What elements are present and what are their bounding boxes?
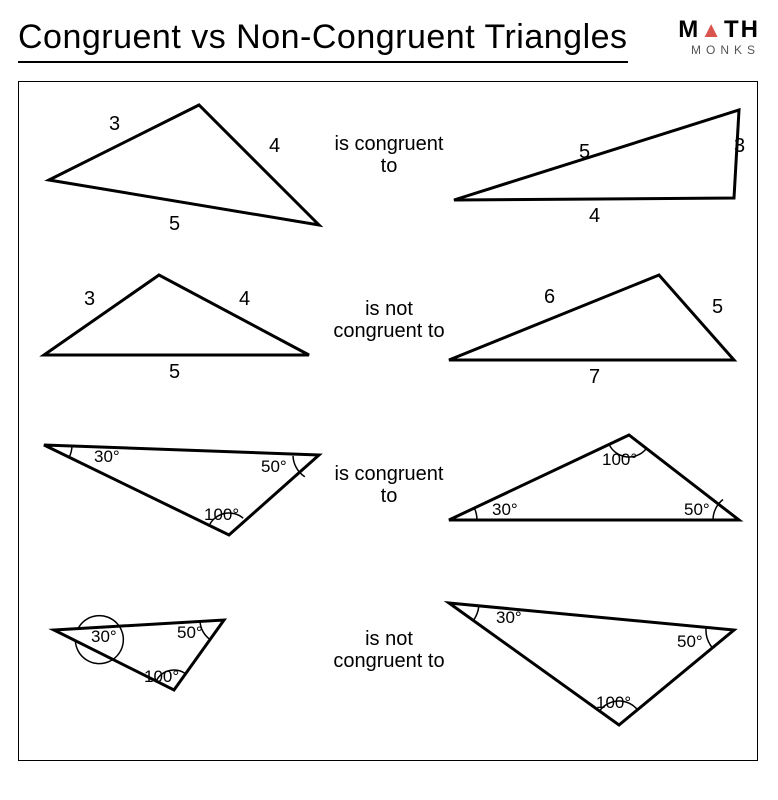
logo: M▲TH MONKS	[678, 18, 760, 56]
side-label: 5	[169, 361, 180, 383]
angle-label: 100°	[596, 693, 631, 712]
row-2: 30° 50° 100° 30° 100° 50° is congruentto	[44, 435, 739, 535]
logo-text-th: TH	[724, 16, 760, 43]
side-label: 5	[579, 141, 590, 163]
relation-label: congruent to	[333, 650, 444, 672]
angle-arc	[474, 507, 477, 519]
relation-label: is congruent	[335, 133, 444, 155]
triangle	[44, 275, 309, 355]
angle-label: 50°	[684, 500, 710, 519]
triangle	[449, 603, 734, 725]
angle-label: 100°	[204, 505, 239, 524]
side-label: 4	[589, 205, 600, 227]
side-label: 5	[712, 296, 723, 318]
angle-label: 30°	[91, 627, 117, 646]
logo-text-m: M	[678, 16, 700, 43]
triangle	[449, 275, 734, 360]
angle-label: 50°	[177, 623, 203, 642]
row-1: 3 4 5 6 5 7 is notcongruent to	[44, 275, 734, 388]
side-label: 7	[589, 366, 600, 388]
row-0: 3 4 5 5 3 4 is congruentto	[49, 105, 745, 235]
side-label: 3	[109, 113, 120, 135]
angle-label: 50°	[677, 632, 703, 651]
angle-label: 100°	[602, 450, 637, 469]
triangle	[454, 110, 739, 200]
angle-label: 30°	[492, 500, 518, 519]
angle-label: 50°	[261, 457, 287, 476]
side-label: 3	[734, 135, 745, 157]
side-label: 4	[269, 135, 280, 157]
relation-label: to	[381, 155, 398, 177]
relation-label: is congruent	[335, 463, 444, 485]
angle-label: 30°	[496, 608, 522, 627]
logo-triangle-icon: ▲	[700, 19, 724, 41]
angle-arc	[69, 446, 72, 457]
diagram-svg: 345534is congruentto345657is notcongruen…	[19, 82, 759, 762]
side-label: 5	[169, 213, 180, 235]
side-label: 6	[544, 286, 555, 308]
relation-label: congruent to	[333, 320, 444, 342]
side-label: 4	[239, 288, 250, 310]
diagram-frame: 345534is congruentto345657is notcongruen…	[18, 81, 758, 761]
row-3: 30° 50° 100° 30° 50° 100° is notcongruent to	[54, 603, 734, 725]
angle-label: 30°	[94, 447, 120, 466]
relation-label: to	[381, 485, 398, 507]
triangle	[49, 105, 319, 225]
angle-arc	[706, 627, 713, 648]
relation-label: is not	[365, 628, 413, 650]
angle-label: 100°	[144, 667, 179, 686]
side-label: 3	[84, 288, 95, 310]
relation-label: is not	[365, 298, 413, 320]
angle-arc	[473, 606, 479, 620]
logo-subtext: MONKS	[678, 44, 760, 56]
page-title: Congruent vs Non-Congruent Triangles	[18, 18, 628, 63]
